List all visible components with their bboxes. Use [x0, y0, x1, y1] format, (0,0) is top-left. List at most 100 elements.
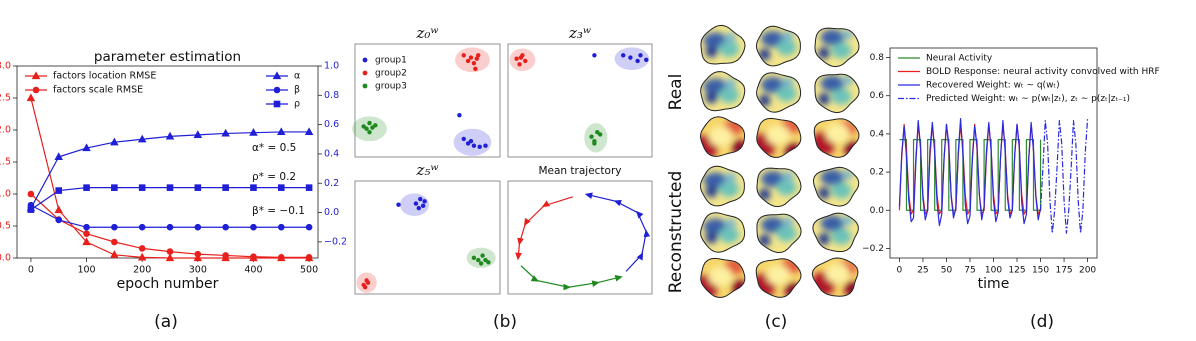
- marker: [111, 184, 118, 191]
- brain-patch: [719, 181, 739, 197]
- legend-label: Neural Activity: [926, 54, 993, 64]
- marker: [26, 93, 36, 102]
- y2-tick-label: 0.8: [324, 90, 339, 101]
- brain-patch: [825, 123, 850, 144]
- point: [471, 255, 477, 261]
- brain-patch: [705, 91, 718, 104]
- legend-marker: [362, 83, 368, 89]
- brain-outline: [813, 118, 860, 158]
- y-tick-label: 0.2: [870, 168, 884, 178]
- brain-patches: [818, 75, 854, 105]
- point: [365, 280, 371, 285]
- y2-tick-label: 0.2: [324, 178, 339, 189]
- point: [477, 144, 482, 150]
- y-tick-label: 2.5: [0, 93, 11, 104]
- point: [592, 53, 597, 58]
- series-line: [898, 118, 1042, 227]
- marker: [55, 187, 63, 194]
- marker: [166, 223, 174, 231]
- brain-outline: [814, 73, 860, 114]
- marker: [138, 245, 146, 252]
- point: [418, 196, 423, 202]
- brain-patch: [724, 78, 737, 89]
- marker: [111, 238, 118, 246]
- brain-patch: [841, 75, 854, 86]
- point: [486, 260, 491, 265]
- chart-title: parameter estimation: [94, 49, 241, 65]
- brain-patch: [782, 31, 794, 41]
- annotation: β* = −0.1: [252, 205, 305, 217]
- x-tick-label: 150: [1032, 266, 1049, 276]
- point: [396, 202, 401, 207]
- brain-patch: [818, 233, 830, 245]
- point: [476, 53, 481, 58]
- point: [468, 55, 474, 60]
- brain-patch: [820, 215, 845, 232]
- point: [420, 203, 426, 209]
- y-tick-label: −0.2: [862, 244, 884, 254]
- brain-patch: [705, 185, 718, 198]
- point: [644, 57, 649, 63]
- point: [461, 53, 466, 58]
- brain-patch: [776, 225, 797, 242]
- marker: [305, 184, 313, 191]
- marker: [166, 248, 174, 255]
- marker: [166, 184, 174, 191]
- plot-frame: [507, 180, 653, 295]
- trajectory-line: [520, 265, 623, 291]
- point: [367, 129, 372, 135]
- brain-patch: [818, 187, 830, 199]
- marker: [138, 223, 146, 231]
- legend-label: β: [294, 85, 300, 96]
- y2-tick-label: 0.4: [324, 148, 339, 159]
- point: [474, 56, 479, 61]
- chart-title: z₃ʷ: [568, 24, 591, 42]
- marker: [305, 223, 313, 231]
- marker: [277, 184, 285, 191]
- point: [638, 53, 643, 58]
- legend-marker: [31, 71, 41, 80]
- point: [621, 53, 626, 58]
- brain-patch: [766, 125, 790, 145]
- x-tick-label: 175: [1055, 266, 1072, 276]
- chart-title: Mean trajectory: [538, 165, 621, 177]
- marker: [54, 205, 63, 214]
- point: [461, 136, 466, 142]
- marker: [137, 134, 147, 143]
- legend-label: group1: [375, 56, 407, 66]
- brain-map: [700, 212, 745, 253]
- brain-outline: [756, 72, 802, 113]
- point: [457, 112, 462, 118]
- marker: [111, 223, 118, 231]
- marker: [27, 190, 35, 198]
- point: [413, 201, 419, 206]
- marker: [137, 252, 147, 261]
- brain-patches: [703, 32, 739, 58]
- y-tick-label: 0.5: [0, 221, 11, 232]
- cluster-ellipse: [455, 47, 490, 73]
- legend-label: group3: [375, 82, 407, 92]
- point: [518, 55, 524, 60]
- brain-patch: [705, 45, 718, 58]
- brain-outline: [756, 213, 802, 254]
- brain-patches: [818, 169, 854, 199]
- marker: [27, 206, 35, 213]
- brain-patch: [825, 263, 850, 284]
- legend-label: Predicted Weight: wₜ ∼ p(wₜ|zₜ), zₜ ∼ p(…: [926, 94, 1130, 104]
- point: [468, 138, 474, 144]
- plot-frame: [354, 180, 501, 295]
- brain-patch: [782, 217, 794, 227]
- marker: [83, 230, 90, 237]
- marker: [165, 131, 175, 140]
- marker: [249, 128, 258, 136]
- brain-outline: [812, 212, 859, 253]
- brain-patch: [708, 126, 733, 147]
- marker: [277, 254, 285, 261]
- brain-patch: [831, 42, 852, 59]
- brain-outline: [811, 257, 859, 297]
- chart-title: z₀ʷ: [415, 24, 438, 42]
- marker: [222, 252, 229, 259]
- marker: [277, 127, 286, 136]
- point: [478, 261, 484, 266]
